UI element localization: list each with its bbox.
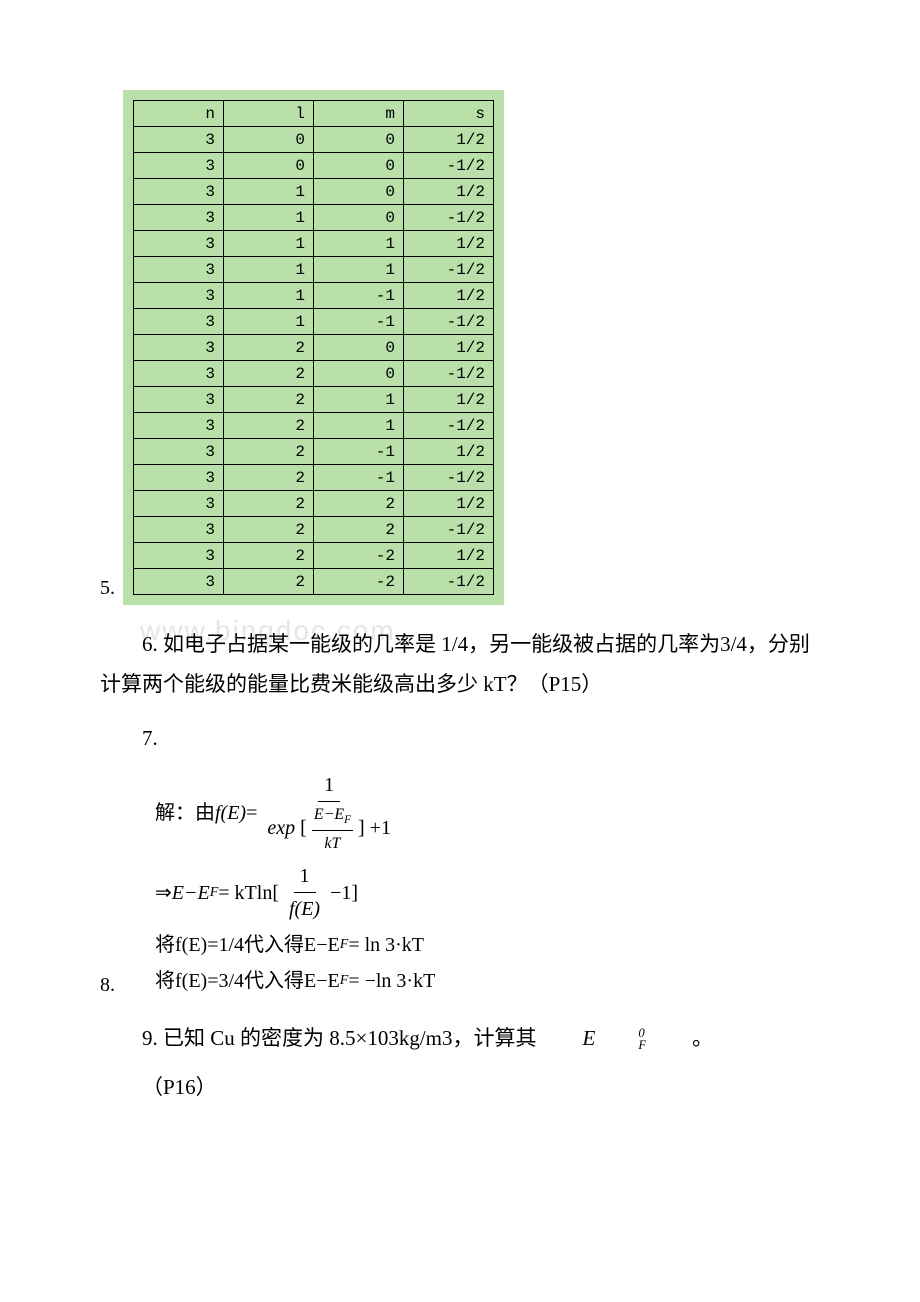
formula-block: 解：由 f(E) = 1 exp [ E−EF kT ] +1 ⇒ E−EF bbox=[100, 769, 820, 1002]
header-s: s bbox=[404, 101, 494, 127]
formula-line-4: 将f(E)=3/4代入得E−EF = −ln 3·kT bbox=[155, 965, 435, 997]
table-row: 3001/2 bbox=[134, 127, 494, 153]
formula-content: 解：由 f(E) = 1 exp [ E−EF kT ] +1 ⇒ E−EF bbox=[155, 769, 435, 1002]
table-row: 3201/2 bbox=[134, 335, 494, 361]
item-7-number: 7. bbox=[100, 719, 820, 759]
table-row: 3111/2 bbox=[134, 231, 494, 257]
table-row: 3211/2 bbox=[134, 387, 494, 413]
item-8-number: 8. bbox=[100, 974, 115, 1001]
table-row: 311-1/2 bbox=[134, 257, 494, 283]
problem-9-text: 9. 已知 Cu 的密度为 8.5×103kg/m3，计算其 bbox=[100, 1019, 537, 1059]
main-fraction: 1 exp [ E−EF kT ] +1 bbox=[261, 769, 397, 857]
table-row: 32-2-1/2 bbox=[134, 569, 494, 595]
header-l: l bbox=[224, 101, 314, 127]
table-row: 320-1/2 bbox=[134, 361, 494, 387]
table-row: 32-1-1/2 bbox=[134, 465, 494, 491]
fermi-energy-symbol: E 0 F bbox=[541, 1019, 647, 1059]
page-reference: （P16） bbox=[100, 1071, 820, 1101]
table-row: 31-11/2 bbox=[134, 283, 494, 309]
quantum-table-wrap: n l m s 3001/2 300-1/2 3101/2 310-1/2 31… bbox=[123, 90, 504, 605]
formula-line-1: 解：由 f(E) = 1 exp [ E−EF kT ] +1 bbox=[155, 769, 435, 857]
table-row: 300-1/2 bbox=[134, 153, 494, 179]
table-row: 310-1/2 bbox=[134, 205, 494, 231]
table-row: 322-1/2 bbox=[134, 517, 494, 543]
table-row: 321-1/2 bbox=[134, 413, 494, 439]
header-m: m bbox=[314, 101, 404, 127]
table-row: 3221/2 bbox=[134, 491, 494, 517]
problem-6-text: 6. 如电子占据某一能级的几率是 1/4，另一能级被占据的几率为3/4，分别计算… bbox=[100, 625, 820, 705]
table-row: 31-1-1/2 bbox=[134, 309, 494, 335]
table-row: 32-21/2 bbox=[134, 543, 494, 569]
formula-line-3: 将f(E)=1/4代入得E−EF = ln 3·kT bbox=[155, 929, 435, 961]
header-n: n bbox=[134, 101, 224, 127]
table-section: n l m s 3001/2 300-1/2 3101/2 310-1/2 31… bbox=[100, 90, 820, 605]
table-header-row: n l m s bbox=[134, 101, 494, 127]
problem-9: 9. 已知 Cu 的密度为 8.5×103kg/m3，计算其 E 0 F 。 bbox=[100, 1019, 820, 1059]
table-row: 3101/2 bbox=[134, 179, 494, 205]
formula-line-2: ⇒ E−EF = kTln[ 1 f(E) −1] bbox=[155, 860, 435, 925]
quantum-numbers-table: n l m s 3001/2 300-1/2 3101/2 310-1/2 31… bbox=[133, 100, 494, 595]
item-5-number: 5. bbox=[100, 577, 115, 605]
table-row: 32-11/2 bbox=[134, 439, 494, 465]
